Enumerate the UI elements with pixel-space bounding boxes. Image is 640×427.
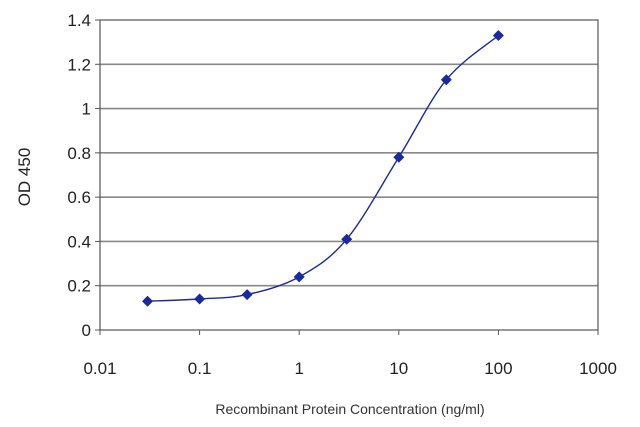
fit-curve <box>147 34 499 302</box>
data-point <box>194 293 206 305</box>
data-point <box>341 233 353 245</box>
y-tick-label: 0.8 <box>67 144 91 163</box>
x-tick-label: 0.1 <box>188 359 212 378</box>
x-tick-label: 1000 <box>579 359 617 378</box>
y-axis-label: OD 450 <box>15 148 34 207</box>
y-tick-label: 1.4 <box>67 11 91 30</box>
y-tick-label: 0.2 <box>67 277 91 296</box>
data-point <box>241 289 253 301</box>
y-tick-label: 1 <box>82 100 91 119</box>
x-tick-label: 10 <box>389 359 408 378</box>
data-point <box>142 295 154 307</box>
x-tick-label: 100 <box>484 359 512 378</box>
data-point <box>440 74 452 86</box>
y-tick-labels: 0 0.2 0.4 0.6 0.8 1 1.2 1.4 <box>67 11 91 340</box>
y-tick-label: 0.6 <box>67 188 91 207</box>
y-tick-label: 0 <box>82 321 91 340</box>
data-point <box>492 30 504 41</box>
x-tick-label: 0.01 <box>83 359 116 378</box>
data-point <box>393 151 405 163</box>
grid-lines <box>95 19 598 331</box>
data-points <box>142 30 504 307</box>
x-axis-label: Recombinant Protein Concentration (ng/ml… <box>215 401 484 417</box>
y-tick-label: 0.4 <box>67 232 91 251</box>
x-tick-labels: 0.01 0.1 1 10 100 1000 <box>83 330 617 378</box>
data-point <box>293 271 305 283</box>
y-tick-label: 1.2 <box>67 55 91 74</box>
plot-area-frame <box>99 19 599 331</box>
x-tick-label: 1 <box>294 359 303 378</box>
